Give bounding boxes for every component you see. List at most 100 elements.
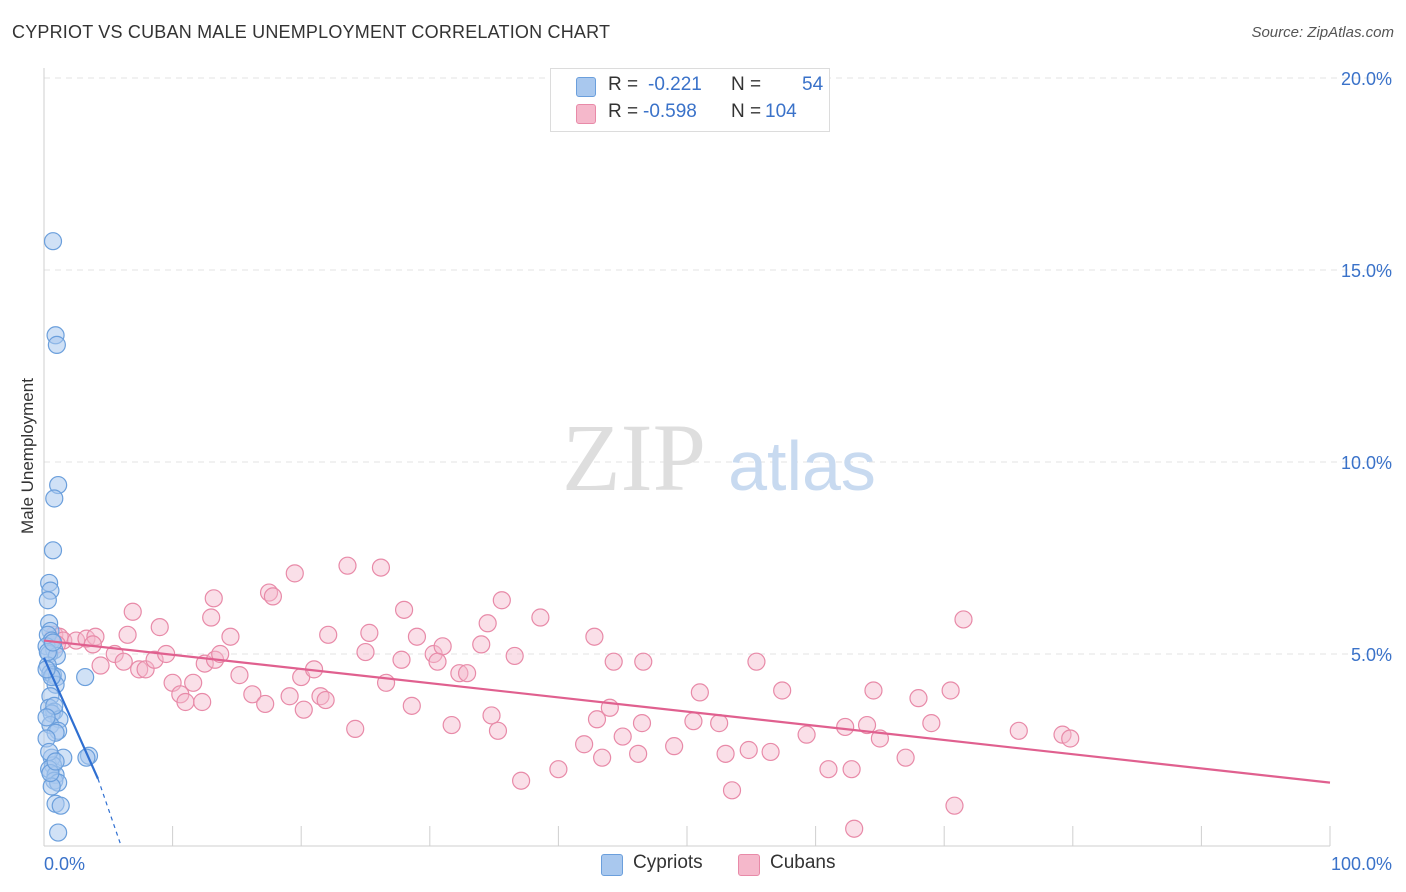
cubans-point-27 bbox=[492, 591, 511, 610]
cubans-point-12 bbox=[202, 608, 221, 627]
cubans-point-50 bbox=[230, 666, 249, 685]
watermark-zip: ZIP bbox=[562, 404, 706, 511]
cubans-point-60 bbox=[356, 642, 375, 662]
cubans-point-53 bbox=[280, 687, 299, 706]
cubans-point-82 bbox=[710, 714, 729, 733]
cubans-point-79 bbox=[665, 737, 684, 756]
cubans-point-99 bbox=[922, 714, 941, 733]
cubans-r-value: -0.598 bbox=[643, 101, 697, 122]
cubans-point-83 bbox=[716, 744, 735, 763]
cubans-point-52 bbox=[256, 694, 275, 714]
cypriots-n-label: N = bbox=[731, 74, 762, 95]
y-tick-label-0: 5.0% bbox=[1351, 645, 1392, 665]
cypriots-point-51 bbox=[46, 752, 65, 771]
cubans-point-25 bbox=[472, 635, 491, 654]
cubans-point-19 bbox=[360, 623, 379, 642]
cubans-point-35 bbox=[91, 656, 110, 675]
cubans-point-32 bbox=[634, 652, 653, 671]
cubans-point-31 bbox=[604, 652, 623, 671]
cubans-point-40 bbox=[145, 650, 164, 669]
cubans-point-80 bbox=[684, 712, 703, 731]
cubans-point-91 bbox=[836, 717, 855, 737]
gridlines bbox=[44, 77, 1392, 655]
cypriots-point-44 bbox=[49, 823, 68, 842]
cubans-point-73 bbox=[587, 710, 607, 729]
cubans-point-92 bbox=[842, 760, 861, 779]
cubans-point-17 bbox=[319, 625, 338, 644]
cubans-point-38 bbox=[130, 660, 149, 679]
legend-cubans-swatch bbox=[738, 854, 760, 876]
cypriots-point-4 bbox=[45, 489, 64, 508]
cubans-point-88 bbox=[773, 681, 792, 700]
chart-title: CYPRIOT VS CUBAN MALE UNEMPLOYMENT CORRE… bbox=[12, 22, 611, 42]
cubans-point-9 bbox=[123, 602, 142, 621]
cypriots-point-52 bbox=[37, 708, 56, 727]
cubans-point-90 bbox=[819, 760, 838, 779]
cubans-point-68 bbox=[482, 706, 501, 725]
cubans-point-20 bbox=[371, 558, 391, 577]
cypriots-points bbox=[37, 232, 99, 842]
x-tick-label-1: 100.0% bbox=[1331, 854, 1392, 874]
y-tick-label-2: 15.0% bbox=[1341, 261, 1392, 281]
cubans-point-45 bbox=[184, 673, 203, 692]
cubans-point-94 bbox=[857, 715, 877, 735]
cubans-point-46 bbox=[193, 692, 212, 712]
cypriots-point-0 bbox=[43, 232, 63, 251]
cypriots-point-5 bbox=[43, 541, 63, 560]
cubans-point-86 bbox=[747, 652, 766, 671]
legend-cypriots-label: Cypriots bbox=[633, 852, 703, 873]
cubans-point-34 bbox=[954, 610, 973, 629]
cypriots-point-21 bbox=[76, 667, 95, 687]
cubans-point-16 bbox=[285, 564, 304, 583]
cubans-point-70 bbox=[512, 771, 531, 790]
legend-cubans-label: Cubans bbox=[770, 852, 836, 873]
cypriots-point-8 bbox=[38, 591, 57, 610]
cubans-point-18 bbox=[338, 556, 357, 575]
cubans-point-65 bbox=[442, 715, 461, 735]
cubans-point-13 bbox=[221, 627, 240, 646]
cubans-point-24 bbox=[433, 637, 452, 656]
cubans-trend-line bbox=[43, 639, 1331, 784]
cubans-point-77 bbox=[629, 744, 648, 763]
cubans-point-10 bbox=[150, 618, 169, 637]
cubans-point-51 bbox=[243, 685, 262, 704]
cubans-point-37 bbox=[114, 652, 133, 671]
cubans-point-58 bbox=[316, 690, 335, 710]
cubans-point-98 bbox=[909, 689, 928, 708]
cubans-point-87 bbox=[761, 742, 780, 762]
cypriots-swatch bbox=[576, 77, 596, 97]
cypriots-r-label: R = bbox=[608, 74, 639, 95]
tick-labels: 5.0% 10.0% 15.0% 20.0% 0.0% 100.0% bbox=[44, 69, 1392, 874]
cubans-point-78 bbox=[632, 714, 652, 733]
cubans-point-103 bbox=[1061, 729, 1080, 748]
cubans-point-7 bbox=[118, 625, 137, 644]
cubans-point-63 bbox=[402, 696, 421, 715]
cubans-point-101 bbox=[1009, 721, 1028, 740]
trend-lines bbox=[42, 639, 1331, 847]
cubans-points bbox=[45, 556, 1080, 838]
cubans-point-33 bbox=[941, 681, 960, 700]
cubans-point-74 bbox=[593, 748, 612, 767]
cypriots-trend-line bbox=[42, 657, 100, 780]
cubans-point-95 bbox=[864, 681, 883, 700]
cubans-point-28 bbox=[505, 646, 524, 666]
cubans-point-15 bbox=[263, 587, 283, 606]
y-axis-label: Male Unemployment bbox=[18, 378, 37, 534]
cubans-point-22 bbox=[407, 627, 427, 646]
watermark-atlas: atlas bbox=[728, 427, 876, 505]
cubans-point-67 bbox=[457, 664, 477, 683]
y-tick-label-1: 10.0% bbox=[1341, 453, 1392, 473]
cubans-point-30 bbox=[585, 627, 604, 646]
cubans-point-71 bbox=[549, 760, 568, 779]
axes bbox=[43, 68, 1331, 847]
cubans-r-label: R = bbox=[608, 101, 639, 122]
cypriots-point-43 bbox=[51, 796, 70, 815]
cubans-n-value: 104 bbox=[765, 101, 797, 122]
cypriots-point-2 bbox=[47, 335, 66, 354]
cubans-point-44 bbox=[176, 692, 195, 712]
cubans-point-66 bbox=[450, 664, 469, 683]
cubans-point-62 bbox=[392, 650, 411, 669]
cubans-point-26 bbox=[478, 614, 497, 633]
